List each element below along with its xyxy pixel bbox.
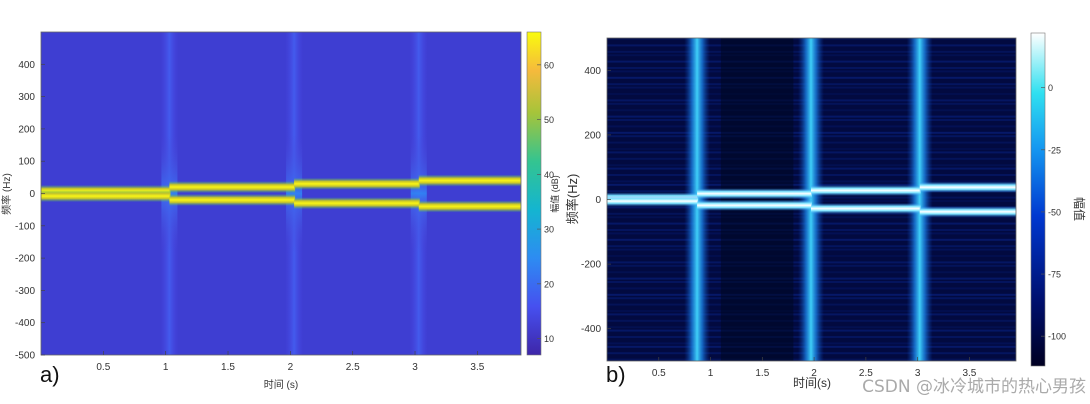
y-tick-label: -100 <box>15 221 35 232</box>
x-tick-label: 2 <box>288 362 294 373</box>
x-tick-label: 2.5 <box>859 368 873 379</box>
transition-glow <box>410 135 427 252</box>
y-tick-label: 0 <box>29 189 35 200</box>
panel-a: 400 300 200 100 0 -100 -200 -300 -400 -500 0.5 1 1.… <box>0 31 560 391</box>
panel-b: 400 200 0 -200 -400 0.5 1 1.5 2 2.5 3 3.5 频率(Hz) 时… <box>565 32 1087 390</box>
dark-region <box>720 38 794 361</box>
ridge-segment <box>418 174 521 187</box>
colorbar-tick-label: -100 <box>1048 332 1066 342</box>
ridge-segment <box>919 206 1016 218</box>
y-tick-label: -400 <box>15 318 35 329</box>
colorbar-tick-label: 50 <box>544 115 554 125</box>
ridge-segment <box>418 200 521 213</box>
y-tick-label: -200 <box>581 260 601 271</box>
colorbar-tick-label: 20 <box>544 279 554 289</box>
x-tick-label: 2 <box>811 368 817 379</box>
panel-a-xlabel: 时间 (s) <box>264 378 298 391</box>
panel-a-colorbar-ticks: 60 50 40 30 20 10 <box>537 60 554 344</box>
y-tick-label: -400 <box>581 324 601 335</box>
panel-a-ylabel: 频率 (Hz) <box>0 173 13 215</box>
ridge-segment <box>607 195 699 207</box>
x-tick-label: 2.5 <box>346 362 360 373</box>
watermark: CSDN @冰冷城市的热心男孩 <box>862 377 1086 397</box>
colorbar-tick-label: -75 <box>1048 270 1061 280</box>
panel-b-colorbar-ticks: 0 -25 -50 -75 -100 <box>1041 83 1066 342</box>
ridge-segment <box>810 203 921 215</box>
colorbar-tick-label: 30 <box>544 225 554 235</box>
panel-b-heatmap <box>607 38 1016 361</box>
colorbar-tick-label: 10 <box>544 334 554 344</box>
x-tick-label: 1 <box>163 362 169 373</box>
ridge-segment <box>294 177 420 190</box>
y-tick-label: 400 <box>18 60 35 71</box>
y-tick-label: 200 <box>18 124 35 135</box>
panel-b-label: b) <box>606 362 626 387</box>
y-tick-label: 100 <box>18 157 35 168</box>
x-tick-label: 0.5 <box>96 362 110 373</box>
panel-b-colorbar <box>1030 32 1046 367</box>
ridge-segment <box>697 199 812 211</box>
ridge-segment <box>41 190 171 203</box>
panel-b-colorbar-label: 幅值 <box>1072 197 1087 221</box>
x-tick-label: 1.5 <box>755 368 769 379</box>
y-tick-label: 300 <box>18 92 35 103</box>
y-tick-label: -200 <box>15 254 35 265</box>
x-tick-label: 3 <box>412 362 418 373</box>
panel-b-xlabel: 时间(s) <box>793 376 831 390</box>
panel-b-ylabel: 频率(Hz) <box>565 174 580 225</box>
ridge-segment <box>169 193 296 206</box>
ridge-segment <box>169 181 296 194</box>
y-tick-label: 0 <box>595 195 601 206</box>
panel-a-label: a) <box>40 362 60 387</box>
panel-a-colorbar-label: 幅值 (dB) <box>549 175 560 213</box>
y-tick-label: 400 <box>584 66 601 77</box>
x-tick-label: 0.5 <box>652 368 666 379</box>
panel-b-y-ticks: 400 200 0 -200 -400 <box>581 66 611 335</box>
y-tick-label: -300 <box>15 286 35 297</box>
colorbar-tick-label: 0 <box>1048 83 1053 93</box>
x-tick-label: 1.5 <box>221 362 235 373</box>
colorbar-tick-label: 40 <box>544 170 554 180</box>
x-tick-label: 3.5 <box>962 368 976 379</box>
ridge-segment <box>810 184 921 196</box>
colorbar-tick-label: -25 <box>1048 145 1061 155</box>
transition-glow <box>286 135 303 252</box>
transition-band <box>906 38 933 361</box>
panel-a-x-ticks: 0.5 1 1.5 2 2.5 3 3.5 <box>96 351 485 373</box>
transition-band <box>797 38 824 361</box>
x-tick-label: 1 <box>708 368 714 379</box>
x-tick-label: 3.5 <box>470 362 484 373</box>
y-tick-label: 200 <box>584 130 601 141</box>
ridge-segment <box>919 181 1016 193</box>
panel-a-heatmap <box>41 32 521 355</box>
ridge-segment <box>294 197 420 210</box>
panel-b-x-ticks: 0.5 1 1.5 2 2.5 3 3.5 <box>652 357 977 379</box>
ridge-segment <box>697 188 812 200</box>
panel-a-y-ticks: 400 300 200 100 0 -100 -200 -300 -400 -500 <box>15 60 45 362</box>
panel-a-colorbar <box>526 31 542 356</box>
colorbar-tick-label: -50 <box>1048 207 1061 217</box>
colorbar-tick-label: 60 <box>544 60 554 70</box>
y-tick-label: -500 <box>15 351 35 362</box>
x-tick-label: 3 <box>915 368 921 379</box>
